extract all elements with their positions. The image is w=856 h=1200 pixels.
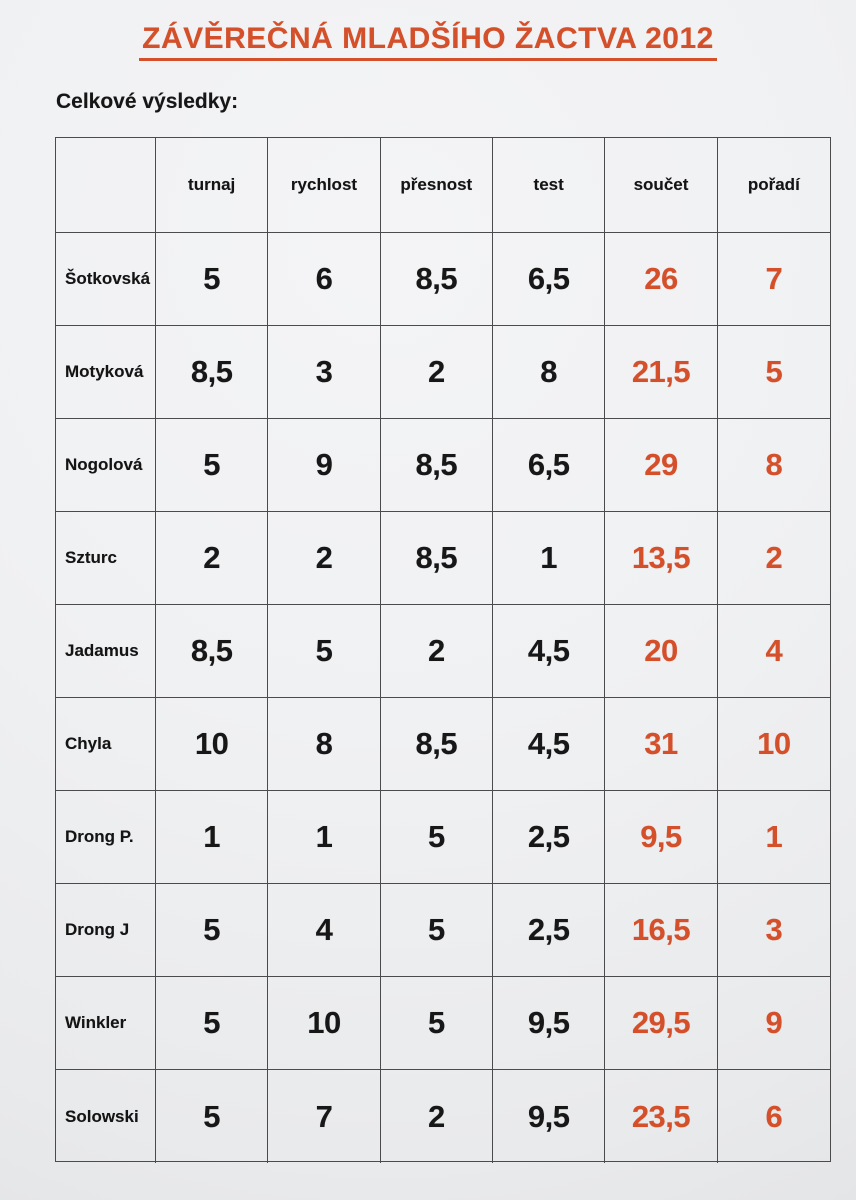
row-name: Motyková — [56, 326, 156, 419]
row-name: Drong P. — [56, 791, 156, 884]
score-value: 10 — [156, 698, 269, 791]
sum-value: 29,5 — [605, 977, 718, 1070]
row-name: Jadamus — [56, 605, 156, 698]
score-value: 4,5 — [493, 605, 606, 698]
score-value: 5 — [380, 977, 493, 1070]
row-name: Winkler — [56, 977, 156, 1070]
rank-value: 3 — [717, 884, 830, 977]
score-value: 2 — [268, 512, 381, 605]
score-value: 2 — [156, 512, 269, 605]
score-value: 4,5 — [493, 698, 606, 791]
row-name: Šotkovská — [56, 233, 156, 326]
score-value: 7 — [268, 1070, 381, 1163]
rank-value: 6 — [765, 1098, 783, 1134]
sum-value: 13,5 — [605, 512, 718, 605]
page-title: ZÁVĚREČNÁ MLADŠÍHO ŽACTVA 2012 — [139, 22, 717, 61]
row-name: Chyla — [56, 698, 156, 791]
score-value: 8,5 — [380, 512, 493, 605]
rank-value: 8 — [717, 419, 830, 512]
score-value: 2 — [380, 326, 493, 419]
rank-value: 4 — [717, 605, 830, 698]
score-value: 2,5 — [493, 884, 606, 977]
header-cell-turnaj: turnaj — [156, 138, 269, 233]
rank-value: 2 — [717, 512, 830, 605]
score-value: 5 — [156, 977, 269, 1070]
row-name: Drong J — [56, 884, 156, 977]
score-value: 8,5 — [380, 233, 493, 326]
header-cell-součet: součet — [605, 138, 718, 233]
score-value: 8,5 — [380, 419, 493, 512]
score-value: 2 — [380, 605, 493, 698]
header-cell-test: test — [493, 138, 606, 233]
sum-value: 29 — [605, 419, 718, 512]
score-value: 8,5 — [156, 605, 269, 698]
score-value: 2,5 — [493, 791, 606, 884]
header-cell-empty — [56, 138, 156, 233]
score-value: 3 — [268, 326, 381, 419]
sum-value: 23,5 — [605, 1070, 718, 1163]
sum-value: 16,5 — [605, 884, 718, 977]
sum-value: 26 — [605, 233, 718, 326]
header-cell-pořadí: pořadí — [717, 138, 830, 233]
score-value: 6 — [268, 233, 381, 326]
score-value: 5 — [156, 419, 269, 512]
sum-value: 31 — [605, 698, 718, 791]
score-value: 6,5 — [493, 233, 606, 326]
score-value: 10 — [268, 977, 381, 1070]
header-cell-přesnost: přesnost — [380, 138, 493, 233]
score-value: 5 — [380, 884, 493, 977]
score-value: 2 — [381, 1070, 493, 1163]
score-value: 5 — [156, 884, 269, 977]
score-value: 9,5 — [493, 1070, 606, 1163]
score-value: 8 — [268, 698, 381, 791]
score-value: 1 — [493, 512, 606, 605]
score-value: 5 — [156, 1070, 269, 1163]
sum-value: 21,5 — [605, 326, 718, 419]
score-value: 8 — [493, 326, 606, 419]
row-name: Szturc — [56, 512, 156, 605]
header-cell-rychlost: rychlost — [268, 138, 381, 233]
rank-value: 1 — [717, 791, 830, 884]
score-value: 5 — [156, 233, 269, 326]
sum-value: 9,5 — [605, 791, 718, 884]
sum-value: 20 — [605, 605, 718, 698]
rank-value: 10 — [717, 698, 830, 791]
score-value: 4 — [268, 884, 381, 977]
score-value: 8,5 — [156, 326, 269, 419]
score-value: 6,5 — [493, 419, 606, 512]
score-value: 9 — [268, 419, 381, 512]
results-table: turnaj rychlost přesnost test součet pořadí Šo… — [55, 137, 831, 1163]
rank-value: 7 — [717, 233, 830, 326]
score-value: 1 — [156, 791, 269, 884]
score-value: 9,5 — [493, 977, 606, 1070]
score-value: 5 — [380, 791, 493, 884]
score-value: 5 — [268, 605, 381, 698]
rank-value: 9 — [717, 977, 830, 1070]
score-value: 1 — [268, 791, 381, 884]
score-value: 8,5 — [380, 698, 493, 791]
row-name: Nogolová — [56, 419, 156, 512]
rank-value: 5 — [717, 326, 830, 419]
section-label: Celkové výsledky: — [56, 90, 239, 113]
title-container: ZÁVĚREČNÁ MLADŠÍHO ŽACTVA 2012 — [0, 22, 856, 61]
row-name: Solowski — [56, 1070, 156, 1163]
